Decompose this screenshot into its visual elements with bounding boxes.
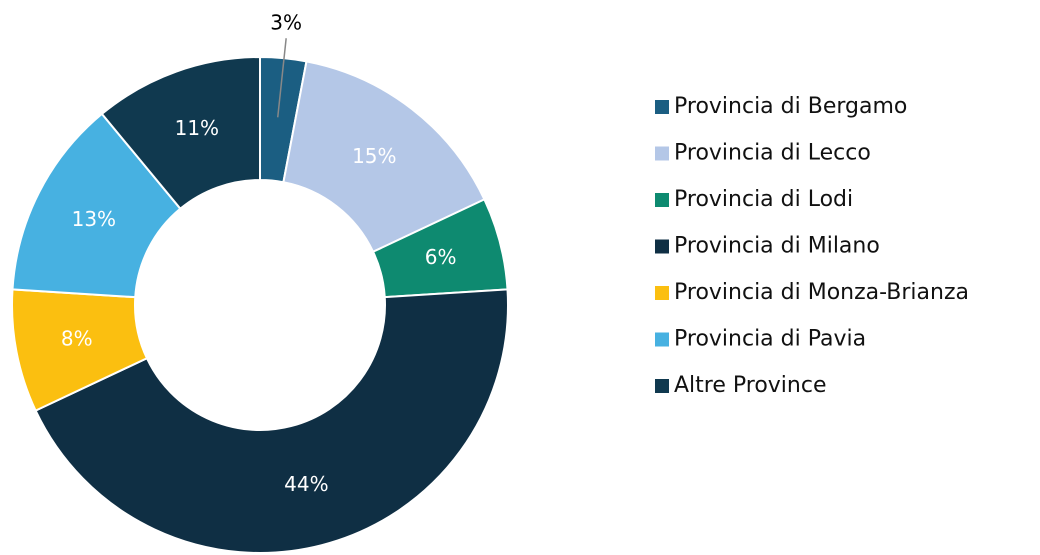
slice (11, 112, 182, 299)
data-label: 44% (284, 472, 328, 496)
data-label: 3% (270, 11, 302, 35)
legend-label: Provincia di Milano (674, 234, 880, 259)
legend-swatch (655, 239, 669, 254)
data-label: 8% (61, 326, 93, 350)
leader-line (276, 38, 287, 118)
legend-swatch (655, 379, 669, 393)
data-label: 11% (175, 116, 219, 140)
legend-label: Altre Province (674, 373, 827, 398)
data-label: 6% (425, 245, 457, 269)
slice (100, 55, 261, 211)
slice (34, 288, 509, 554)
legend-swatch (655, 332, 669, 347)
legend-label: Provincia di Bergamo (674, 94, 907, 119)
data-label: 15% (352, 144, 396, 168)
legend-label: Provincia di Lecco (674, 141, 871, 166)
legend-swatch (655, 146, 669, 161)
legend-label: Provincia di Pavia (674, 327, 866, 352)
slice (282, 60, 486, 254)
legend-label: Provincia di Monza-Brianza (674, 280, 969, 305)
legend-swatch (655, 100, 669, 114)
legend-swatch (655, 286, 669, 300)
data-label: 13% (72, 207, 116, 231)
legend-label: Provincia di Lodi (674, 187, 853, 212)
legend-swatch (655, 193, 669, 207)
